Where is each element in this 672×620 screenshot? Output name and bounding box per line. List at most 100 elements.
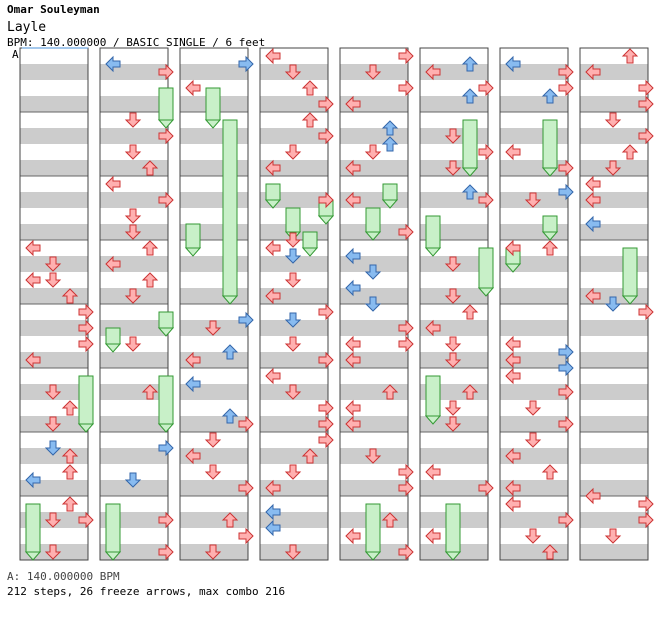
measure-stripe [20,352,88,368]
song-title: Layle [7,20,47,35]
freeze-arrow-tail [461,167,479,177]
left-arrow [265,367,281,385]
down-arrow [124,224,142,240]
arrow-shape [44,440,62,456]
arrow-shape [585,487,601,505]
arrow-shape [505,367,521,385]
left-arrow [585,175,601,193]
column-frame [339,47,409,561]
freeze-arrow-tail [381,199,399,209]
arrow-shape [398,47,414,65]
right-arrow [318,191,334,209]
right-arrow [558,511,574,529]
arrow-shape [158,127,174,145]
right-arrow [158,191,174,209]
column-frame [419,47,489,561]
down-arrow [204,464,222,480]
measure-stripe [580,64,648,80]
arrow-shape [478,79,494,97]
arrow-shape [25,239,41,257]
measure-stripe [20,288,88,304]
right-arrow [558,343,574,361]
measure-stripe [420,320,488,336]
left-arrow [25,271,41,289]
left-arrow [265,239,281,257]
freeze-arrow-tail [157,119,175,129]
left-arrow [345,191,361,209]
down-arrow [284,64,302,80]
bpm-info: A: 140.000000 BPM [7,570,120,583]
measure-stripe [500,64,568,80]
arrow-shape [461,56,479,72]
left-arrow [105,255,121,273]
right-arrow [238,311,254,329]
arrow-shape [265,503,281,521]
arrow-shape [558,511,574,529]
arrow-shape [44,512,62,528]
up-arrow [221,344,239,360]
freeze-arrow-body [425,215,441,249]
down-arrow [524,528,542,544]
freeze-arrow-tail [104,343,122,353]
arrow-shape [44,416,62,432]
down-arrow [44,544,62,560]
measure-stripe [420,96,488,112]
measure-stripe [580,512,648,528]
freeze-arrow-body [542,215,558,233]
right-arrow [318,415,334,433]
freeze-arrow-tail [424,415,442,425]
arrow-shape [604,160,622,176]
freeze-arrow-body [285,207,301,233]
arrow-shape [105,175,121,193]
left-arrow [505,143,521,161]
freeze-arrow-tail [264,199,282,209]
arrow-shape [558,383,574,401]
right-arrow [478,191,494,209]
up-arrow [541,464,559,480]
arrow-shape [185,375,201,393]
measure-stripe [180,416,248,432]
right-arrow [238,479,254,497]
down-arrow [44,512,62,528]
arrow-shape [478,143,494,161]
down-arrow [524,400,542,416]
right-arrow [558,383,574,401]
right-arrow [398,223,414,241]
measure-stripe [100,448,168,464]
right-arrow [398,463,414,481]
arrow-shape [25,271,41,289]
measure-stripe [20,320,88,336]
measure-stripe [180,480,248,496]
arrow-shape [638,79,654,97]
arrow-shape [444,256,462,272]
right-arrow [158,439,174,457]
freeze-arrow-body [78,375,94,425]
arrow-shape [444,416,462,432]
up-arrow [381,120,399,136]
left-arrow [185,351,201,369]
arrow-shape [124,224,142,240]
down-arrow [284,384,302,400]
up-arrow [621,48,639,64]
arrow-shape [425,463,441,481]
measure-stripe [500,416,568,432]
arrow-shape [398,335,414,353]
arrow-shape [541,88,559,104]
right-arrow [318,399,334,417]
freeze-arrow-tail [541,167,559,177]
measure-stripe [500,320,568,336]
down-arrow [124,288,142,304]
measure-stripe [340,416,408,432]
left-arrow [345,247,361,265]
arrow-shape [444,160,462,176]
measure-stripe [340,352,408,368]
right-arrow [78,319,94,337]
freeze-arrow-tail [541,231,559,241]
arrow-shape [301,112,319,128]
right-arrow [318,127,334,145]
measure-stripe [580,224,648,240]
step-stats: 212 steps, 26 freeze arrows, max combo 2… [7,585,286,598]
arrow-shape [204,320,222,336]
freeze-arrow-tail [104,551,122,561]
down-arrow [364,64,382,80]
